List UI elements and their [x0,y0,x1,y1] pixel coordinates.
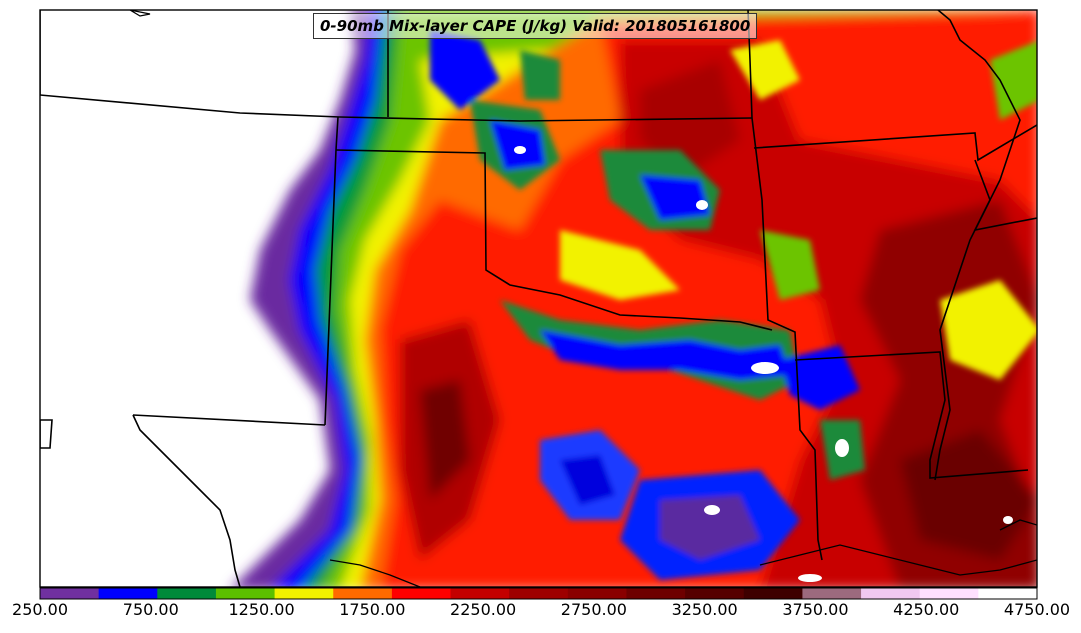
colorbar-segment [743,588,803,599]
colorbar-tick-label: 4250.00 [893,600,960,619]
colorbar-tick-label: 3250.00 [671,600,738,619]
colorbar-tick-label: 2750.00 [560,600,627,619]
colorbar-tick-label: 750.00 [122,600,179,619]
state-borders [40,10,1037,587]
colorbar-segment [626,588,686,599]
colorbar-tick-label: 1750.00 [339,600,406,619]
cape-field [40,10,1037,587]
colorbar-segment [861,588,921,599]
colorbar-tick-label: 4750.00 [1003,600,1071,619]
colorbar-tick-label: 3750.00 [782,600,849,619]
map-frame [39,9,1038,588]
colorbar-segment [391,588,452,599]
coastline [129,10,1037,587]
colorbar-segment [215,588,276,599]
colorbar-segment [98,588,158,599]
colorbar-segment [274,588,334,599]
colorbar-segment [978,588,1038,599]
colorbar-segment [40,588,100,599]
colorbar-segment [333,588,393,599]
colorbar-segment [509,588,569,599]
colorbar-segment [567,588,627,599]
colorbar [39,587,1038,600]
colorbar-segment [919,588,979,599]
colorbar-segment [157,588,217,599]
colorbar-frame [39,587,1038,600]
colorbar-tick-label: 2250.00 [450,600,517,619]
colorbar-tick-label: 250.00 [12,600,68,619]
colorbar-segment [802,588,862,599]
map-title: 0-90mb Mix-layer CAPE (J/kg) Valid: 2018… [313,13,758,39]
colorbar-segment [450,588,510,599]
colorbar-segment [685,588,745,599]
colorbar-tick-label: 1250.00 [228,600,295,619]
